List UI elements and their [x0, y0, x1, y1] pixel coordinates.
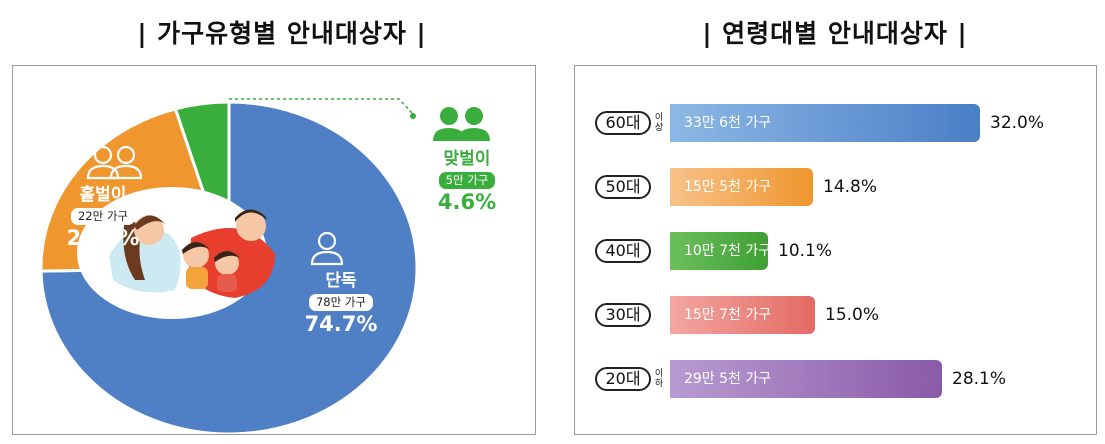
bar-40s: 10만 7천 가구 — [670, 232, 771, 270]
left-chart-title: | 가구유형별 안내대상자 | — [137, 19, 427, 48]
age-tag-suffix-20s: 이하 — [654, 369, 664, 389]
bar-60s: 33만 6천 가구 — [670, 104, 980, 142]
single-parent-households-chip: 22만 가구 — [70, 208, 136, 225]
single-parent-slice-label: 홑벌이 22만 가구 20.7% — [53, 180, 153, 250]
couple-percent: 4.6% — [437, 190, 497, 214]
age-tag-20s: 20대 — [595, 367, 651, 391]
single-category: 단독 — [325, 271, 357, 291]
single-person-icon — [310, 231, 344, 266]
bar-30s: 15만 7천 가구 — [670, 296, 815, 334]
bar-20s: 29만 5천 가구 — [670, 360, 942, 398]
single-percent: 74.7% — [304, 312, 378, 336]
bar-value-label-20s: 28.1% — [952, 369, 1007, 389]
couple-slice-label: 맞벌이 5만 가구 4.6% — [417, 144, 517, 214]
bar-50s: 15만 5천 가구 — [670, 168, 813, 206]
family-illustration — [109, 209, 275, 298]
single-slice-label: 단독 78만 가구 74.7% — [281, 266, 401, 336]
couple-households-chip: 5만 가구 — [438, 172, 496, 189]
single-households-chip: 78만 가구 — [308, 294, 374, 311]
single-parent-percent: 20.7% — [66, 226, 140, 250]
single-parent-two-people-icon — [86, 145, 143, 180]
household-type-donut-chart — [39, 98, 490, 434]
couple-two-people-icon — [433, 107, 490, 141]
age-tag-suffix-60s: 이상 — [654, 113, 664, 133]
household-type-chart-panel: 단독 78만 가구 74.7% 홑벌이 22만 가구 20.7% 맞벌이 5만 … — [12, 65, 536, 435]
bar-value-label-30s: 15.0% — [825, 305, 880, 325]
age-tag-40s: 40대 — [595, 239, 651, 263]
age-group-chart-panel: 60대 이상 33만 6천 가구 32.0% 50대 15만 5천 가구 14.8% 40대 1… — [574, 65, 1097, 435]
right-chart-title: | 연령대별 안내대상자 | — [702, 19, 968, 48]
couple-category: 맞벌이 — [443, 149, 491, 169]
age-tag-30s: 30대 — [595, 303, 651, 327]
couple-leader-line — [229, 98, 414, 115]
bar-value-label-40s: 10.1% — [778, 241, 833, 261]
bar-value-label-50s: 14.8% — [823, 177, 878, 197]
single-parent-category: 홑벌이 — [79, 185, 127, 205]
bar-value-label-60s: 32.0% — [990, 113, 1045, 133]
age-tag-60s: 60대 — [595, 111, 651, 135]
age-tag-50s: 50대 — [595, 175, 651, 199]
